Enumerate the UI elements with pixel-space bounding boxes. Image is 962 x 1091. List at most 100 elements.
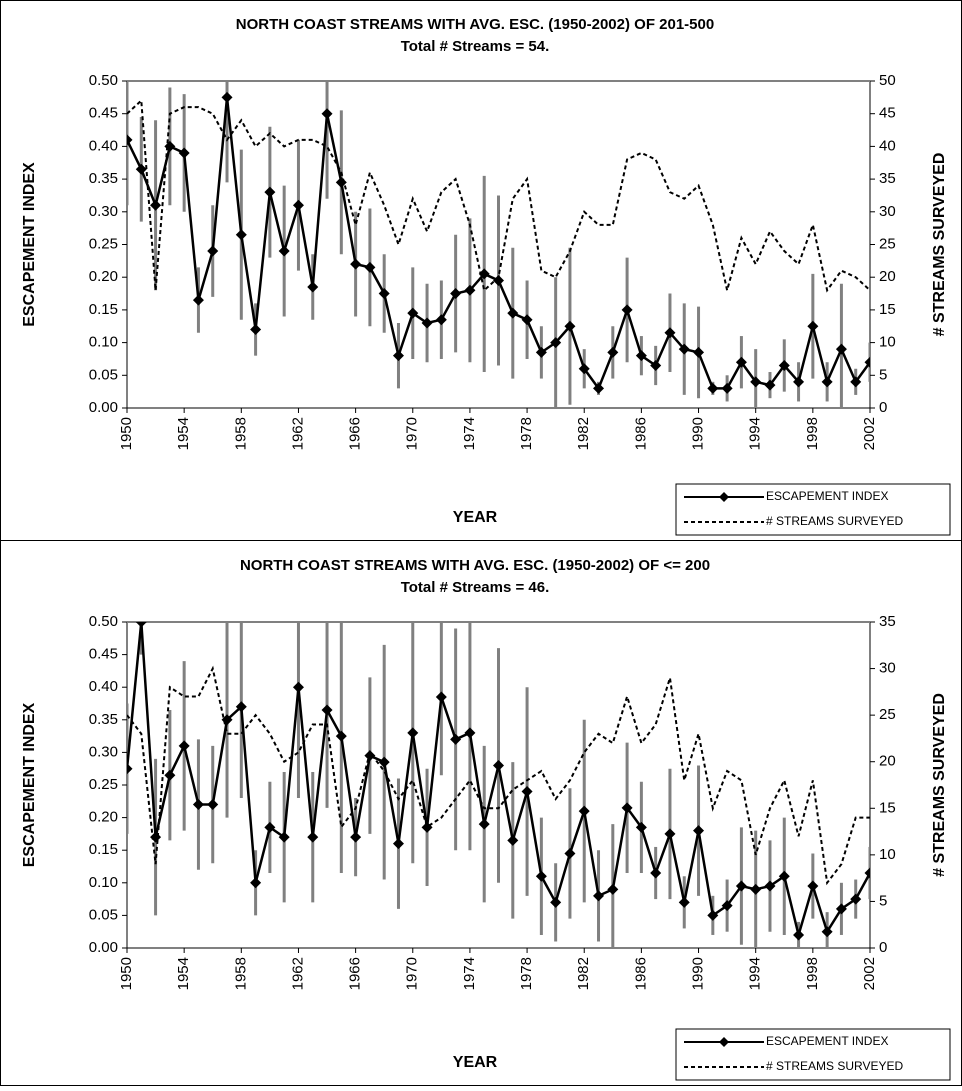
- y-tick-label: 0.20: [89, 268, 118, 285]
- y2-tick-label: 15: [879, 301, 896, 318]
- data-point: [350, 258, 362, 270]
- legend-box: [675, 1028, 951, 1081]
- data-point: [392, 838, 404, 850]
- data-point: [764, 880, 776, 892]
- y-tick-label: 0.35: [89, 711, 118, 728]
- data-point: [378, 288, 390, 300]
- data-point: [493, 274, 504, 286]
- data-point: [764, 379, 776, 391]
- data-point: [507, 834, 519, 846]
- data-point: [564, 320, 576, 332]
- y-tick-label: 0.35: [89, 170, 118, 187]
- data-point: [793, 929, 805, 941]
- x-tick-label: 1966: [347, 957, 364, 990]
- data-point: [364, 261, 376, 273]
- x-tick-label: 1962: [289, 957, 306, 990]
- y-tick-label: 0.40: [89, 137, 118, 154]
- data-point: [407, 307, 419, 319]
- y-tick-label: 0.45: [89, 105, 118, 122]
- x-tick-label: 1954: [175, 957, 192, 990]
- data-point: [207, 799, 219, 811]
- data-point: [435, 314, 447, 326]
- legend-label: # STREAMS SURVEYED: [766, 514, 903, 528]
- data-point: [450, 288, 462, 300]
- legend-label: ESCAPEMENT INDEX: [766, 489, 888, 503]
- data-point: [292, 199, 304, 211]
- y-tick-label: 0.50: [89, 72, 118, 89]
- x-tick-label: 1974: [461, 417, 478, 450]
- data-point: [507, 307, 519, 319]
- data-point: [535, 346, 547, 358]
- data-point: [135, 163, 147, 175]
- data-point: [278, 831, 290, 843]
- data-point: [127, 763, 133, 775]
- data-point: [678, 343, 690, 355]
- data-point: [807, 320, 819, 332]
- x-tick-label: 1958: [232, 417, 249, 450]
- data-point: [235, 229, 247, 241]
- data-point: [292, 681, 304, 693]
- data-point: [707, 382, 719, 394]
- data-point: [864, 356, 870, 368]
- y-tick-label: 0.05: [89, 906, 118, 923]
- data-point: [635, 821, 647, 833]
- y-axis-title: ESCAPEMENT INDEX: [21, 702, 38, 867]
- data-point: [693, 346, 705, 358]
- y2-tick-label: 35: [879, 170, 896, 187]
- data-point: [550, 896, 562, 908]
- data-point: [778, 359, 790, 371]
- x-tick-label: 1974: [461, 957, 478, 990]
- y-tick-label: 0.50: [89, 613, 118, 630]
- legend-label: ESCAPEMENT INDEX: [766, 1034, 888, 1048]
- y2-tick-label: 20: [879, 753, 896, 770]
- legend-marker: [719, 1037, 729, 1047]
- data-point: [721, 900, 733, 912]
- y2-axis-title: # STREAMS SURVEYED: [931, 153, 948, 337]
- data-point: [464, 284, 476, 296]
- data-point: [178, 147, 190, 159]
- data-point: [807, 880, 819, 892]
- data-point: [350, 831, 362, 843]
- y2-tick-label: 45: [879, 105, 896, 122]
- data-point: [127, 134, 133, 146]
- data-point: [264, 821, 276, 833]
- y2-tick-label: 20: [879, 268, 896, 285]
- x-tick-label: 1970: [404, 417, 421, 450]
- x-tick-label: 1986: [632, 957, 649, 990]
- data-point: [821, 926, 833, 938]
- data-point: [221, 91, 233, 103]
- y-tick-label: 0.40: [89, 678, 118, 695]
- data-point: [478, 818, 490, 830]
- y2-tick-label: 15: [879, 799, 896, 816]
- data-point: [378, 756, 390, 768]
- x-tick-label: 1978: [518, 957, 535, 990]
- data-point: [735, 356, 747, 368]
- x-tick-label: 1990: [690, 957, 707, 990]
- data-point: [593, 890, 605, 902]
- y2-tick-label: 30: [879, 203, 896, 220]
- y-tick-label: 0.05: [89, 366, 118, 383]
- x-tick-label: 1982: [575, 957, 592, 990]
- y2-tick-label: 10: [879, 334, 896, 351]
- data-point: [493, 759, 504, 771]
- data-point: [650, 867, 662, 879]
- x-tick-label: 1994: [747, 957, 764, 990]
- data-point: [164, 769, 176, 781]
- x-tick-label: 2002: [861, 957, 878, 990]
- plot-area: [127, 622, 870, 948]
- x-tick-label: 2002: [861, 417, 878, 450]
- data-point: [793, 376, 805, 388]
- plot-area: [127, 81, 870, 408]
- data-point: [735, 880, 747, 892]
- data-point: [864, 867, 870, 879]
- data-point: [521, 786, 533, 798]
- data-point: [450, 733, 462, 745]
- data-point: [821, 376, 833, 388]
- data-point: [435, 691, 447, 703]
- data-point: [750, 376, 762, 388]
- y-axis-title: ESCAPEMENT INDEX: [21, 162, 38, 327]
- x-tick-label: 1966: [347, 417, 364, 450]
- data-point: [307, 831, 319, 843]
- y2-tick-label: 0: [879, 399, 887, 416]
- legend-box: [675, 483, 951, 536]
